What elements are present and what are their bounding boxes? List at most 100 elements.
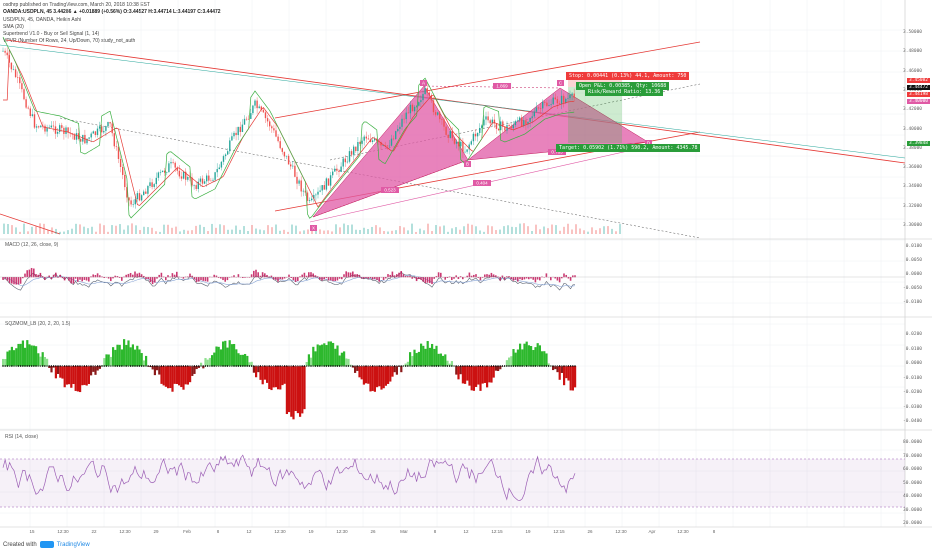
study-label-3[interactable]: VPVR (Number Of Rows, 24, Up/Down, 70) s…: [3, 38, 136, 44]
target-box[interactable]: Target: 0.05902 (1.71%) 590.2, Amount: 4…: [556, 144, 701, 152]
study-label-2[interactable]: Supertrend V1.0 - Buy or Sell Signal (1,…: [3, 31, 100, 37]
x-axis-label: 8: [433, 529, 437, 534]
x-axis-label: 22: [91, 529, 97, 534]
footer-text: Created with: [3, 541, 37, 548]
price-axis-label: 3.36000: [903, 165, 922, 171]
price-axis-label: 3.44000: [903, 87, 922, 93]
price-axis-label: 3.30000: [903, 223, 922, 228]
ratio-label-1: 1.869: [496, 84, 508, 89]
sqz-axis-label: -0.0300: [903, 404, 922, 410]
harmonic-label-x: X: [312, 226, 315, 231]
footer-brand[interactable]: TradingView: [56, 541, 90, 548]
label-x-bg: [310, 225, 317, 231]
trendline-left-red: [0, 213, 61, 235]
macd-line: [2, 271, 576, 291]
sqz-axis-label: 0.0200: [905, 332, 922, 337]
study-label-1[interactable]: SMA (20): [3, 24, 24, 30]
target-zone: [568, 87, 622, 143]
price-axis-label: 3.38000: [903, 145, 922, 151]
price-axis-label: 3.32000: [903, 203, 922, 209]
harmonic-xab: [312, 85, 469, 218]
price-axis-label: 3.40000: [903, 126, 922, 132]
trendline-upper-red: [5, 39, 906, 164]
x-axis-label: 15: [29, 529, 35, 534]
sqz-axis-label: -0.0100: [903, 375, 922, 381]
x-axis-label: 26: [370, 529, 376, 534]
price-tag-1: 3.44472: [907, 85, 930, 90]
x-axis-label: 8: [712, 529, 716, 534]
harmonic-label-d: D: [647, 141, 651, 146]
macd-axis-label: 0.0050: [905, 258, 922, 263]
harmonic-label-c: C: [559, 81, 563, 86]
risk-reward-box[interactable]: Risk/Reward Ratio: 13.36: [585, 88, 664, 96]
harmonic-label-b: B: [466, 162, 469, 167]
supertrend-line: [2, 36, 575, 219]
x-axis-label: 12:30: [677, 529, 689, 534]
x-axis-label: 26: [587, 529, 593, 534]
x-axis-label: 12:30: [119, 529, 131, 534]
study-label-0[interactable]: USD/PLN, 45, OANDA, Heikin Ashi: [3, 17, 82, 23]
price-tag-3: 3.40000: [907, 99, 930, 104]
rsi-axis-label: 30.0000: [903, 507, 922, 513]
x-axis-label: 19: [308, 529, 314, 534]
sqz-axis-label: -0.0200: [903, 390, 922, 395]
label-c-bg: [557, 80, 564, 86]
macd-title[interactable]: MACD (12, 26, close, 9): [5, 242, 59, 248]
sqz-axis-label: -0.0400: [903, 419, 922, 424]
price-tag-4: 3.39848: [907, 141, 930, 146]
rsi-axis-label: 80.0000: [903, 440, 922, 445]
rsi-line: [2, 454, 576, 501]
harmonic-ac: [423, 85, 561, 89]
x-axis-label: 12:15: [491, 529, 503, 534]
rsi-axis-label: 60.0000: [903, 467, 922, 472]
x-axis-label: 12: [246, 529, 252, 534]
x-axis-label: 12:15: [553, 529, 565, 534]
trendline-channel-top: [274, 41, 701, 119]
open-pnl-box[interactable]: Open P&L: 0.00385, Qty: 10688: [576, 82, 670, 90]
label-d-bg: [645, 140, 652, 146]
x-axis-label: 12:30: [615, 529, 627, 534]
price-tag-2: 3.44198: [907, 92, 930, 97]
rsi-axis-label: 50.0000: [903, 480, 922, 486]
footer: Created with TradingView: [3, 541, 90, 548]
price-axis-label: 3.50000: [903, 30, 922, 35]
ratio-label-2: 0.404: [476, 181, 488, 186]
rsi-title[interactable]: RSI (14, close): [5, 434, 39, 440]
price-axis-label: 3.48000: [903, 49, 922, 55]
price-axis-label: 3.42000: [903, 107, 922, 113]
x-axis-label: 12:30: [336, 529, 348, 534]
trendline-teal: [0, 44, 906, 159]
macd-signal-line: [2, 275, 576, 287]
x-axis-label: 8: [216, 529, 220, 534]
x-axis-label: 19: [525, 529, 531, 534]
price-axis-label: 3.46000: [903, 68, 922, 74]
price-tag-0: 3.45082: [907, 78, 930, 83]
tradingview-logo-icon: [39, 541, 54, 548]
label-a-bg: [420, 80, 427, 86]
x-axis-label: Mar: [400, 529, 408, 534]
rsi-axis-label: 70.0000: [903, 453, 922, 459]
label-b-bg: [464, 161, 471, 167]
macd-axis-label: 0.0100: [905, 244, 922, 249]
sqz-axis-label: 0.0100: [905, 346, 922, 352]
sqz-title[interactable]: SQZMOM_LB (20, 2, 20, 1.5): [5, 321, 71, 327]
macd-axis-label: -0.0100: [903, 300, 922, 305]
stop-box[interactable]: Stop: 0.00441 (0.13%) 44.1, Amount: 750: [566, 72, 690, 80]
chart-header-line2: OANDA:USDPLN, 45 3.44286 ▲ +0.01889 (+0.…: [3, 9, 221, 15]
chart-header-line1: osdhrp published on TradingView.com, Mar…: [3, 2, 150, 8]
x-axis-label: Apr: [648, 529, 656, 534]
x-axis-label: 29: [153, 529, 159, 534]
rsi-axis-label: 20.0000: [903, 521, 922, 526]
ratio-label-3: 0.763: [551, 150, 563, 155]
x-axis-label: 12:30: [57, 529, 69, 534]
ratio-label-0: 0.523: [384, 188, 396, 193]
x-axis-label: 12: [463, 529, 469, 534]
price-axis-label: 3.34000: [903, 184, 922, 190]
harmonic-label-a: A: [422, 81, 425, 86]
harmonic-xb: [312, 159, 469, 218]
x-axis-label: 12:30: [274, 529, 286, 534]
macd-axis-label: -0.0050: [903, 286, 922, 291]
rsi-axis-label: 40.0000: [903, 494, 922, 499]
macd-axis-label: 0.0000: [905, 272, 922, 277]
